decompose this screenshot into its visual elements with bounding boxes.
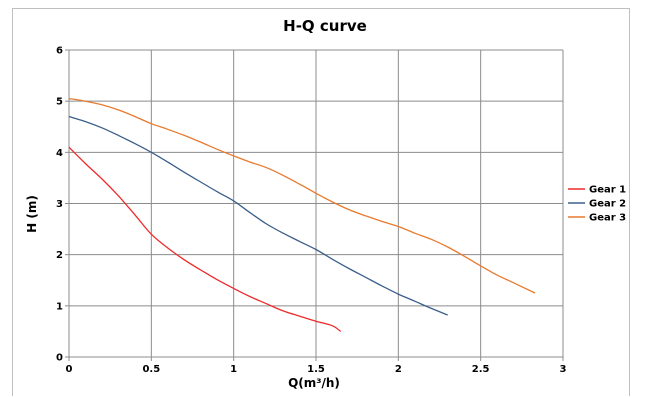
x-tick-label: 0 bbox=[66, 364, 73, 375]
legend-label: Gear 3 bbox=[589, 213, 626, 224]
y-tick-label: 6 bbox=[56, 46, 63, 57]
legend-label: Gear 1 bbox=[589, 185, 626, 196]
tick-labels: 0 1 2 3 4 5 6 0 0.5 1 1.5 2 2.5 3 bbox=[56, 46, 566, 376]
y-axis-label: H (m) bbox=[25, 195, 39, 233]
y-tick-label: 4 bbox=[56, 148, 63, 159]
series-line-gear-2 bbox=[68, 115, 448, 316]
y-tick-label: 2 bbox=[56, 250, 63, 261]
x-tick-label: 2 bbox=[395, 364, 402, 375]
y-tick-label: 0 bbox=[56, 353, 63, 364]
y-tick-label: 3 bbox=[56, 199, 63, 210]
chart-frame bbox=[12, 8, 630, 396]
x-tick-label: 2.5 bbox=[472, 364, 490, 375]
series-line-gear-3 bbox=[68, 97, 536, 294]
axes bbox=[65, 49, 564, 361]
legend: Gear 1 Gear 2 Gear 3 bbox=[568, 185, 626, 224]
y-tick-label: 5 bbox=[56, 97, 63, 108]
grid-lines bbox=[69, 49, 564, 357]
x-axis-label: Q(m³/h) bbox=[288, 376, 340, 390]
x-tick-label: 1.5 bbox=[307, 364, 325, 375]
series-line-gear-1 bbox=[68, 146, 342, 332]
series-lines bbox=[68, 97, 536, 332]
x-tick-label: 3 bbox=[560, 364, 567, 375]
y-tick-label: 1 bbox=[56, 301, 63, 312]
chart-title: H-Q curve bbox=[283, 17, 367, 35]
x-tick-label: 0.5 bbox=[142, 364, 160, 375]
legend-label: Gear 2 bbox=[589, 199, 626, 210]
x-tick-label: 1 bbox=[230, 364, 237, 375]
